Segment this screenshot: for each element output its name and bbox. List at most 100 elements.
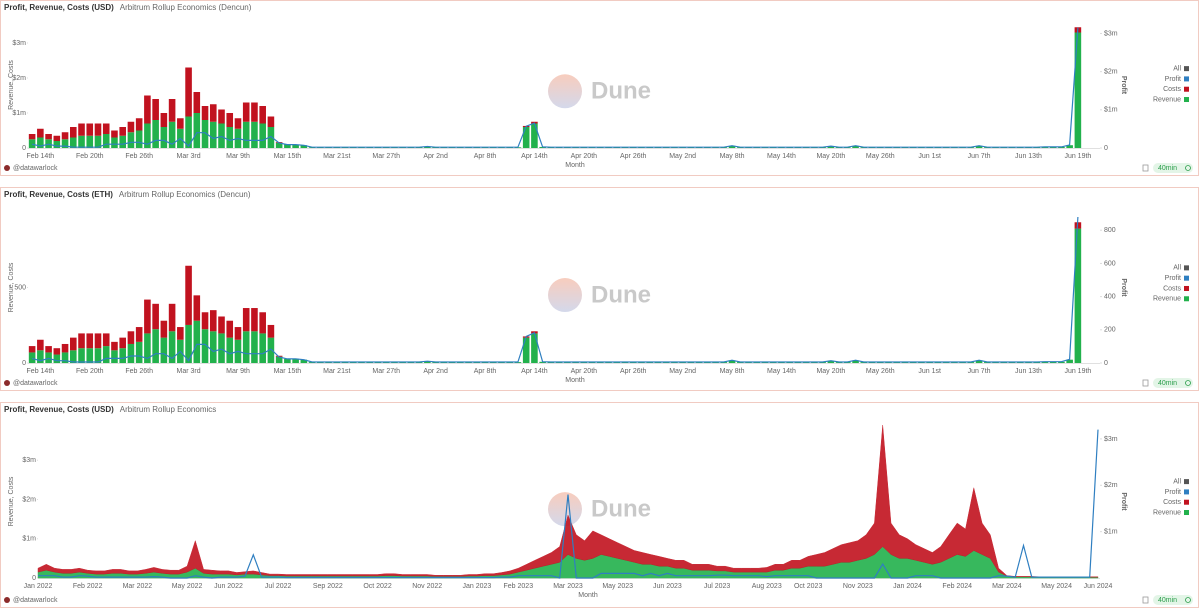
x-tick-label: Oct 2023	[794, 583, 823, 590]
bar-segment	[111, 130, 118, 138]
bar-segment	[275, 142, 283, 148]
legend-label[interactable]: Profit	[1165, 76, 1181, 83]
x-tick-label: Mar 2022	[123, 583, 153, 590]
x-tick-label: Jun 1st	[918, 368, 941, 375]
bar-segment	[69, 350, 77, 363]
bar-segment	[1074, 32, 1082, 148]
legend-label[interactable]: Revenue	[1153, 296, 1181, 303]
bar-segment	[28, 352, 36, 363]
bar-segment	[53, 354, 61, 363]
x-tick-label: Jun 7th	[968, 153, 991, 160]
bar-segment	[251, 331, 258, 363]
x-tick-label: Mar 15th	[274, 153, 302, 160]
bar-segment	[193, 113, 201, 148]
bar-segment	[531, 333, 538, 363]
bar-segment	[259, 123, 266, 148]
bar-segment	[209, 104, 217, 122]
bar-segment	[135, 130, 143, 148]
y2-axis-title: Profit	[1120, 492, 1127, 511]
legend-label[interactable]: Costs	[1163, 86, 1181, 93]
x-tick-label: Feb 26th	[125, 153, 153, 160]
x-tick-label: Feb 14th	[27, 368, 55, 375]
x-tick-label: May 8th	[720, 368, 745, 375]
x-tick-label: Apr 8th	[474, 153, 497, 160]
x-tick-label: Jul 2023	[704, 583, 731, 590]
watermark: Dune	[591, 78, 651, 105]
bar-segment	[424, 361, 431, 363]
x-tick-label: Apr 2nd	[423, 153, 448, 160]
chart-title: Profit, Revenue, Costs (USD)	[4, 3, 114, 12]
bar-segment	[144, 123, 151, 148]
bar-segment	[185, 67, 192, 117]
x-tick-label: Oct 2022	[363, 583, 392, 590]
x-tick-label: Jan 2023	[463, 583, 492, 590]
legend-label[interactable]: Profit	[1165, 489, 1181, 496]
bar-segment	[119, 127, 126, 136]
legend-label[interactable]: Costs	[1163, 499, 1181, 506]
badge-icon	[1185, 597, 1191, 603]
bar-segment	[111, 350, 118, 363]
legend-swatch	[1184, 296, 1189, 302]
x-tick-label: May 2nd	[669, 368, 696, 375]
bar-segment	[168, 121, 176, 148]
x-tick-label: Mar 2023	[553, 583, 583, 590]
watermark: Dune	[591, 281, 651, 308]
chart-subtitle: Arbitrum Rollup Economics (Dencun)	[119, 190, 251, 199]
bar-segment	[728, 145, 736, 148]
bar-segment	[177, 327, 184, 340]
bar-segment	[37, 350, 44, 363]
bar-segment	[234, 118, 242, 129]
x-axis-title: Month	[578, 592, 598, 599]
bar-segment	[242, 308, 250, 332]
legend-label[interactable]: Revenue	[1153, 509, 1181, 516]
x-tick-label: Mar 3rd	[177, 368, 201, 375]
bar-segment	[226, 127, 234, 148]
bar-segment	[531, 123, 538, 148]
bar-segment	[300, 145, 308, 148]
x-tick-label: Mar 2024	[992, 583, 1022, 590]
bar-segment	[61, 352, 69, 363]
bar-segment	[1049, 361, 1057, 363]
bar-segment	[1058, 361, 1065, 363]
x-tick-label: May 2023	[602, 583, 633, 590]
x-tick-label: May 26th	[866, 368, 895, 375]
share-icon	[1142, 379, 1149, 387]
bar-segment	[300, 359, 308, 363]
x-tick-label: May 2nd	[669, 153, 696, 160]
bar-segment	[284, 358, 291, 363]
author-avatar	[4, 597, 10, 603]
legend-label[interactable]: Profit	[1165, 275, 1181, 282]
x-tick-label: Mar 21st	[323, 153, 350, 160]
author: @datawarlock	[13, 380, 58, 387]
author-avatar	[4, 380, 10, 386]
legend-label: All	[1173, 478, 1181, 485]
badge-icon	[1185, 165, 1191, 171]
bar-segment	[78, 348, 85, 363]
x-tick-label: May 26th	[866, 153, 895, 160]
y2-tick-label: $2m	[1104, 68, 1118, 75]
legend-label[interactable]: Revenue	[1153, 96, 1181, 103]
chart-panel: Profit, Revenue, Costs (USD) Arbitrum Rol…	[0, 0, 1199, 176]
x-tick-label: Jun 2023	[653, 583, 682, 590]
bar-segment	[267, 324, 275, 338]
watermark-logo	[548, 278, 582, 313]
chart-subtitle: Arbitrum Rollup Economics	[120, 405, 216, 414]
bar-segment	[78, 123, 85, 136]
profit-line	[31, 27, 1079, 148]
bar-segment	[53, 135, 61, 141]
y-tick-label: $2m	[22, 496, 36, 503]
bar-segment	[267, 116, 275, 127]
bar-segment	[111, 137, 118, 148]
x-tick-label: Apr 14th	[521, 153, 548, 160]
y2-tick-label: $3m	[1104, 30, 1118, 37]
x-tick-label: Mar 15th	[274, 368, 302, 375]
x-tick-label: Sep 2022	[313, 583, 343, 590]
y-tick-label: 500	[14, 284, 26, 291]
legend-label[interactable]: Costs	[1163, 285, 1181, 292]
y2-tick-label: $2m	[1104, 482, 1118, 489]
bar-segment	[61, 343, 69, 353]
bar-segment	[201, 312, 209, 330]
bar-segment	[102, 346, 110, 363]
watermark: Dune	[591, 495, 651, 522]
